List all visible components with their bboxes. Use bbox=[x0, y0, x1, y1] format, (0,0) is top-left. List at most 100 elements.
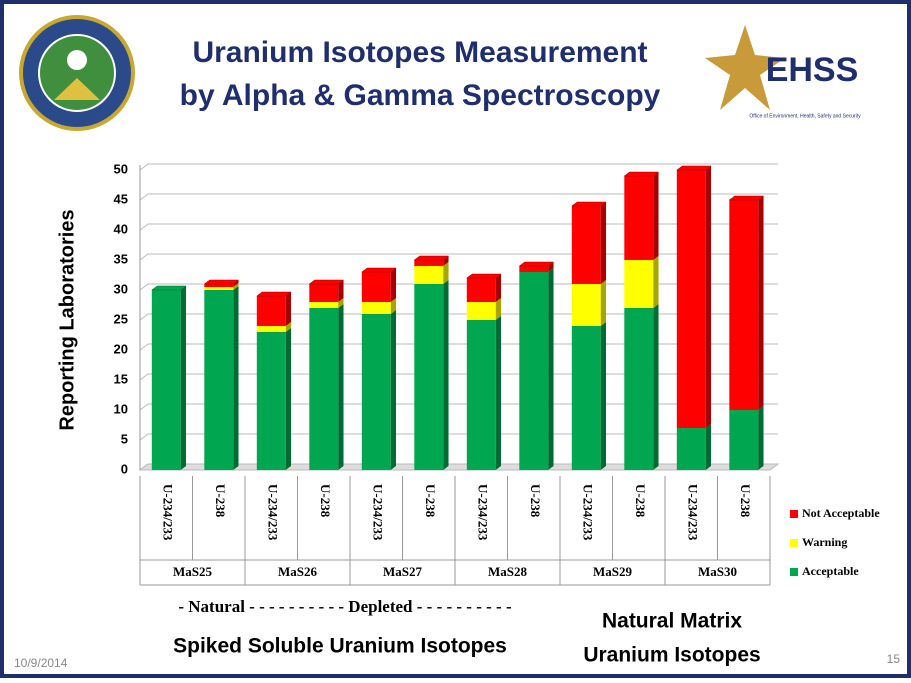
bar-top bbox=[203, 279, 240, 285]
y-tick-label: 10 bbox=[114, 401, 128, 416]
y-axis-label: Reporting Laboratories bbox=[56, 209, 78, 430]
y-tick-label: 0 bbox=[121, 461, 128, 476]
bar-side bbox=[443, 280, 449, 470]
bar-top bbox=[518, 261, 555, 267]
bar-side bbox=[653, 172, 659, 260]
bar-segment bbox=[729, 200, 759, 410]
bar-side bbox=[600, 280, 607, 326]
bar-side bbox=[338, 298, 344, 308]
x-tick-label: U-238 bbox=[423, 484, 438, 518]
group-label: MaS26 bbox=[278, 564, 318, 579]
bar-side bbox=[653, 304, 659, 470]
bar-side bbox=[495, 298, 502, 320]
x-tick-label: U-234/233 bbox=[475, 484, 490, 541]
bar-segment bbox=[729, 410, 759, 470]
bar-top bbox=[571, 201, 607, 207]
group-label: MaS29 bbox=[593, 564, 633, 579]
x-tick-label: U-238 bbox=[318, 484, 333, 518]
x-tick-label: U-234/233 bbox=[265, 484, 280, 541]
bar-top bbox=[256, 291, 292, 297]
bar-side bbox=[285, 322, 292, 332]
bar-top bbox=[308, 279, 345, 285]
bar-segment bbox=[414, 260, 444, 266]
bar-segment bbox=[571, 284, 601, 326]
bar-side bbox=[233, 280, 239, 287]
bar-segment bbox=[571, 206, 601, 284]
bar-side bbox=[390, 268, 397, 302]
bar-side bbox=[180, 286, 187, 470]
logo-subtext: Office of Environment, Health, Safety an… bbox=[749, 113, 861, 119]
legend-swatch bbox=[790, 568, 798, 576]
grid-line bbox=[139, 193, 778, 201]
footer-label: Spiked Soluble Uranium Isotopes bbox=[173, 635, 507, 658]
bar-segment bbox=[519, 272, 549, 470]
bar-segment bbox=[571, 326, 601, 470]
bar-top bbox=[623, 171, 660, 177]
x-tick-label: U-238 bbox=[738, 484, 753, 518]
bar-side bbox=[443, 256, 449, 266]
bar-segment bbox=[256, 332, 286, 470]
legend-label: Acceptable bbox=[802, 564, 859, 578]
grid-line bbox=[139, 163, 778, 171]
grid-line bbox=[139, 253, 778, 261]
bar-segment bbox=[361, 314, 391, 470]
bar-top bbox=[361, 267, 397, 273]
bar-segment bbox=[624, 260, 654, 308]
bar-top bbox=[151, 285, 187, 291]
bar-side bbox=[285, 292, 292, 326]
bar-side bbox=[758, 196, 764, 410]
bar-side bbox=[390, 298, 397, 314]
footer-label: Uranium Isotopes bbox=[583, 644, 760, 667]
x-tick-label: U-238 bbox=[528, 484, 543, 518]
bar-segment bbox=[676, 170, 706, 428]
bar-side bbox=[653, 256, 659, 308]
bar-segment bbox=[414, 284, 444, 470]
group-label: MaS27 bbox=[383, 564, 423, 579]
bar-side bbox=[233, 286, 239, 470]
bar-side bbox=[600, 202, 607, 284]
y-tick-label: 40 bbox=[114, 221, 128, 236]
grid-line bbox=[139, 283, 778, 291]
doe-seal bbox=[19, 15, 135, 131]
y-tick-label: 35 bbox=[114, 251, 128, 266]
bar-side bbox=[548, 268, 554, 470]
bar-top bbox=[466, 273, 502, 279]
x-tick-label: U-234/233 bbox=[160, 484, 175, 541]
natural-depleted: - Natural - - - - - - - - - - Depleted -… bbox=[178, 597, 512, 616]
legend-swatch bbox=[790, 539, 798, 547]
x-tick-label: U-238 bbox=[633, 484, 648, 518]
bar-segment bbox=[151, 290, 181, 470]
bar-segment bbox=[256, 296, 286, 326]
y-tick-label: 30 bbox=[114, 281, 128, 296]
grid-line bbox=[139, 373, 778, 381]
y-tick-label: 20 bbox=[114, 341, 128, 356]
bar-segment bbox=[204, 287, 234, 290]
ehss-logo: EHSS Office of Environment, Health, Safe… bbox=[705, 25, 861, 119]
x-tick-label: U-234/233 bbox=[685, 484, 700, 541]
y-tick-label: 45 bbox=[114, 191, 128, 206]
bar-side bbox=[443, 262, 449, 284]
y-tick-label: 5 bbox=[121, 431, 128, 446]
bar-segment bbox=[624, 176, 654, 260]
group-label: MaS30 bbox=[698, 564, 737, 579]
x-tick-label: U-238 bbox=[213, 484, 228, 518]
bar-side bbox=[758, 406, 764, 470]
legend-label: Warning bbox=[802, 535, 847, 549]
grid-line bbox=[139, 223, 778, 231]
bar-segment bbox=[361, 302, 391, 314]
group-label: MaS25 bbox=[173, 564, 213, 579]
y-tick-label: 15 bbox=[114, 371, 128, 386]
bar-side bbox=[495, 274, 502, 302]
title: Uranium Isotopes Measurement bbox=[192, 36, 647, 69]
date: 10/9/2014 bbox=[14, 656, 68, 670]
bar-top bbox=[728, 195, 765, 201]
bar-segment bbox=[204, 284, 234, 287]
grid-line bbox=[139, 313, 778, 321]
bar-side bbox=[548, 262, 554, 272]
bar-segment bbox=[309, 284, 339, 302]
bar-segment bbox=[466, 302, 496, 320]
bar-segment bbox=[414, 266, 444, 284]
bar-top bbox=[676, 165, 712, 171]
grid-line bbox=[139, 343, 778, 351]
bar-side bbox=[495, 316, 502, 470]
